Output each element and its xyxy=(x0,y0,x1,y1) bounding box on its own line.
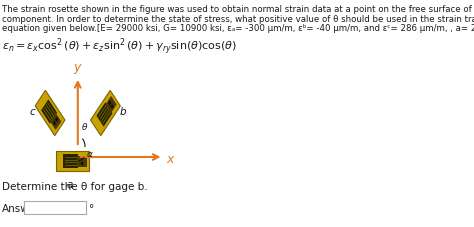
Text: $\varepsilon_n = \varepsilon_x\cos^2(\theta) + \varepsilon_z\sin^2(\theta) + \ga: $\varepsilon_n = \varepsilon_x\cos^2(\th… xyxy=(2,36,237,57)
Polygon shape xyxy=(50,113,61,131)
Text: α: α xyxy=(87,149,93,158)
Text: b: b xyxy=(120,106,127,116)
Text: x: x xyxy=(166,153,173,166)
Text: y: y xyxy=(73,61,81,74)
Text: component. In order to determine the state of stress, what positive value of θ s: component. In order to determine the sta… xyxy=(2,15,474,23)
Polygon shape xyxy=(110,104,114,109)
Text: The strain rosette shown in the figure was used to obtain normal strain data at : The strain rosette shown in the figure w… xyxy=(2,5,474,14)
Polygon shape xyxy=(41,100,57,124)
Polygon shape xyxy=(53,121,56,126)
Text: θ: θ xyxy=(82,123,87,132)
Polygon shape xyxy=(35,91,65,136)
Polygon shape xyxy=(108,101,111,106)
FancyBboxPatch shape xyxy=(24,201,86,214)
Text: a: a xyxy=(67,179,73,189)
Polygon shape xyxy=(105,96,117,114)
Polygon shape xyxy=(81,162,83,165)
Polygon shape xyxy=(91,91,120,136)
Polygon shape xyxy=(77,156,87,167)
Polygon shape xyxy=(56,151,89,171)
Text: Answer:: Answer: xyxy=(2,203,44,213)
Text: c: c xyxy=(30,106,36,116)
Text: equation given below.[E= 29000 ksi, G= 10900 ksi, εₐ= -300 μm/m, εᵇ= -40 μm/m, a: equation given below.[E= 29000 ksi, G= 1… xyxy=(2,24,474,33)
Polygon shape xyxy=(55,118,58,123)
Text: °: ° xyxy=(89,203,94,213)
Polygon shape xyxy=(97,103,112,127)
Text: Determine the θ for gage b.: Determine the θ for gage b. xyxy=(2,181,147,191)
Polygon shape xyxy=(64,154,78,168)
Polygon shape xyxy=(81,158,83,161)
